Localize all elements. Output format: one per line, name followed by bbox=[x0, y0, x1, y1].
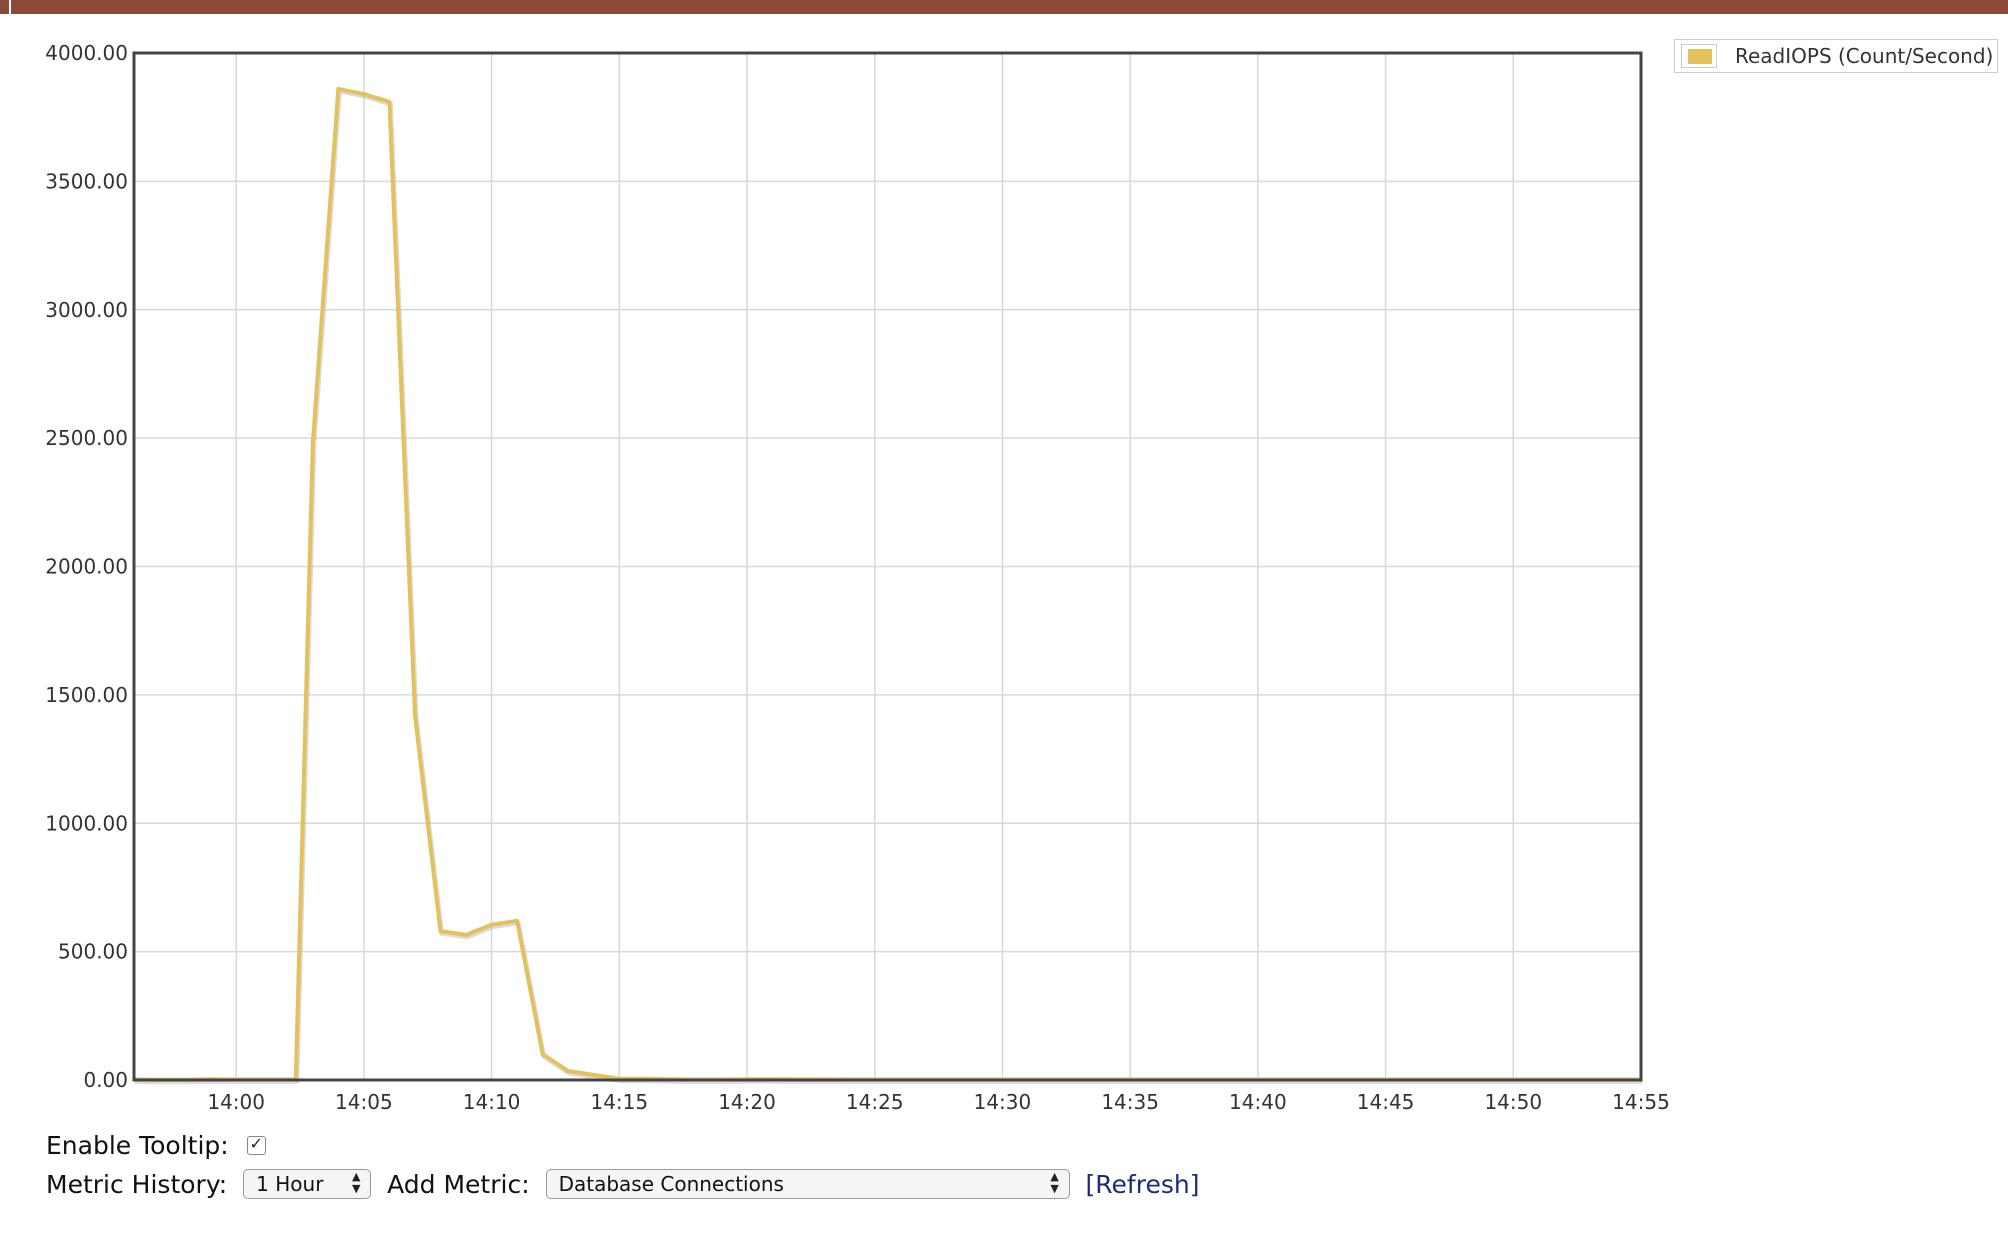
y-axis-ticks: 4000.00 3500.00 3000.00 2500.00 2000.00 1500.… bbox=[45, 41, 128, 1092]
select-updown-arrows-icon: ▲ ▼ bbox=[1050, 1170, 1059, 1195]
x-tick-label: 14:10 bbox=[463, 1090, 521, 1110]
y-tick-label: 1500.00 bbox=[45, 683, 128, 707]
plot-frame bbox=[132, 51, 1643, 1082]
x-tick-label: 14:35 bbox=[1101, 1090, 1159, 1110]
y-tick-label: 1000.00 bbox=[45, 811, 128, 835]
readiops-series-line bbox=[133, 86, 1641, 1082]
metric-history-select[interactable]: 1 Hour ▲ ▼ bbox=[243, 1169, 372, 1199]
x-tick-label: 14:15 bbox=[590, 1090, 648, 1110]
series-line-shadow bbox=[134, 88, 1642, 1085]
top-banner bbox=[0, 0, 2008, 14]
x-tick-label: 14:20 bbox=[718, 1090, 776, 1110]
legend-swatch bbox=[1688, 49, 1712, 64]
tooltip-row: Enable Tooltip: ✓ bbox=[46, 1128, 266, 1164]
legend-swatch-box bbox=[1681, 44, 1717, 68]
x-tick-label: 14:25 bbox=[846, 1090, 904, 1110]
metric-controls-row: Metric History: 1 Hour ▲ ▼ Add Metric: Da… bbox=[46, 1166, 1199, 1204]
legend-label: ReadIOPS (Count/Second) bbox=[1735, 44, 1994, 68]
metric-history-value: 1 Hour bbox=[256, 1172, 324, 1196]
y-tick-label: 500.00 bbox=[58, 940, 128, 964]
chart-legend: ReadIOPS (Count/Second) bbox=[1674, 39, 1998, 73]
add-metric-select[interactable]: Database Connections ▲ ▼ bbox=[545, 1169, 1070, 1199]
y-tick-label: 2000.00 bbox=[45, 555, 128, 579]
enable-tooltip-checkbox[interactable]: ✓ bbox=[246, 1133, 266, 1155]
x-tick-label: 14:30 bbox=[974, 1090, 1032, 1110]
grid-lines bbox=[134, 52, 1642, 1081]
y-tick-label: 2500.00 bbox=[45, 426, 128, 450]
add-metric-value: Database Connections bbox=[558, 1172, 784, 1196]
select-updown-arrows-icon: ▲ ▼ bbox=[351, 1170, 361, 1195]
y-tick-label: 0.00 bbox=[83, 1068, 128, 1092]
x-axis-ticks: 14:00 14:05 14:10 14:15 14:20 14:25 14:30 14:35… bbox=[207, 1090, 1669, 1110]
y-tick-label: 4000.00 bbox=[45, 41, 128, 65]
y-tick-label: 3000.00 bbox=[45, 298, 128, 322]
x-tick-label: 14:55 bbox=[1612, 1090, 1670, 1110]
checkmark-icon: ✓ bbox=[249, 1133, 263, 1153]
x-tick-label: 14:50 bbox=[1484, 1090, 1542, 1110]
enable-tooltip-label: Enable Tooltip: bbox=[46, 1131, 229, 1160]
series-layer bbox=[133, 86, 1642, 1085]
top-banner-notch bbox=[9, 0, 11, 14]
y-tick-label: 3500.00 bbox=[45, 169, 128, 193]
x-tick-label: 14:40 bbox=[1229, 1090, 1287, 1110]
x-tick-label: 14:45 bbox=[1357, 1090, 1415, 1110]
add-metric-label: Add Metric: bbox=[387, 1170, 530, 1199]
readiops-line-chart: 4000.00 3500.00 3000.00 2500.00 2000.00 1500.… bbox=[45, 41, 1670, 1110]
x-tick-label: 14:00 bbox=[207, 1090, 265, 1110]
metric-history-label: Metric History: bbox=[46, 1170, 228, 1199]
refresh-link[interactable]: [Refresh] bbox=[1085, 1170, 1200, 1199]
x-tick-label: 14:05 bbox=[335, 1090, 393, 1110]
